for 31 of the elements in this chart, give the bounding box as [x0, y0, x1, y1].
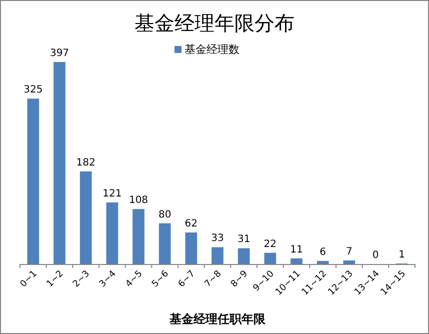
data-label: 6	[320, 246, 326, 258]
data-label: 121	[102, 188, 122, 200]
bar	[212, 247, 224, 264]
bar	[54, 62, 66, 264]
bar	[343, 260, 356, 264]
legend-label: 基金经理数	[184, 43, 240, 56]
data-label: 108	[128, 195, 148, 206]
data-label: 62	[184, 218, 198, 230]
bar	[185, 232, 198, 264]
data-label: 397	[50, 48, 70, 59]
data-label: 22	[264, 238, 277, 250]
data-label: 182	[76, 157, 96, 168]
data-label: 1	[398, 249, 406, 260]
data-label: 11	[290, 244, 303, 256]
data-label: 7	[346, 246, 352, 258]
bar	[290, 258, 302, 264]
bar	[158, 223, 171, 264]
data-label: 33	[211, 233, 224, 244]
bar	[238, 248, 250, 264]
x-axis-title: 基金经理任职年限	[168, 312, 266, 326]
data-label: 80	[158, 209, 172, 220]
bar	[316, 260, 329, 264]
data-label: 31	[237, 234, 250, 246]
bar	[80, 171, 92, 264]
bar	[264, 252, 276, 264]
data-label: 325	[24, 84, 43, 96]
bar	[132, 209, 144, 264]
chart-title: 基金经理年限分布	[134, 11, 294, 35]
bar	[106, 202, 118, 264]
bar	[27, 98, 40, 264]
data-label: 0	[372, 250, 379, 261]
